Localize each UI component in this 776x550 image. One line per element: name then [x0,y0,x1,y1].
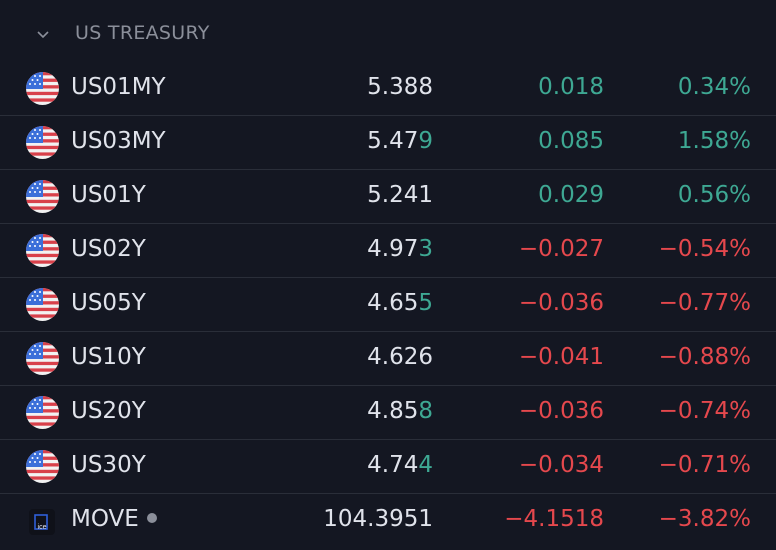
us-flag-icon [26,180,59,213]
us-flag-icon [26,288,59,321]
watchlist-row-us02y[interactable]: US02Y 4.973 −0.027 −0.54% [0,223,776,277]
change-percent: −0.71% [658,452,751,478]
last-price: 4.744 [367,452,433,478]
chevron-down-icon[interactable] [35,26,51,42]
price-tick-digit: 3 [418,236,433,262]
change-value: −0.036 [518,398,604,424]
watchlist-row-us05y[interactable]: US05Y 4.655 −0.036 −0.77% [0,277,776,331]
change-value: −4.1518 [504,506,604,532]
change-percent: 0.34% [677,74,751,100]
last-price: 4.973 [367,236,433,262]
us-flag-icon [26,72,59,105]
change-percent: −0.74% [658,398,751,424]
us-flag-icon [26,450,59,483]
watchlist-row-us03my[interactable]: US03MY 5.479 0.085 1.58% [0,115,776,169]
last-price: 5.388 [367,74,433,100]
watchlist-row-us30y[interactable]: US30Y 4.744 −0.034 −0.71% [0,439,776,493]
us-flag-icon [26,234,59,267]
symbol-label: US20Y [71,398,146,424]
change-value: 0.018 [538,74,604,100]
ice-logo-icon: ice [29,509,55,535]
last-price: 4.655 [367,290,433,316]
us-flag-icon [26,396,59,429]
section-title: US TREASURY [75,22,210,44]
change-value: −0.027 [518,236,604,262]
watchlist-row-us01y[interactable]: US01Y 5.241 0.029 0.56% [0,169,776,223]
change-percent: −0.88% [658,344,751,370]
watchlist-row-move[interactable]: ice MOVE 104.3951 −4.1518 −3.82% [0,493,776,547]
last-price: 5.241 [367,182,433,208]
change-percent: −0.77% [658,290,751,316]
symbol-label: US01MY [71,74,166,100]
last-price: 5.479 [367,128,433,154]
change-value: −0.034 [518,452,604,478]
symbol-label: US10Y [71,344,146,370]
market-status-dot [146,512,157,523]
price-tick-digit: 5 [418,290,433,316]
price-tick-digit: 8 [418,398,433,424]
change-percent: 1.58% [677,128,751,154]
symbol-label: US05Y [71,290,146,316]
us-flag-icon [26,126,59,159]
watchlist-row-us10y[interactable]: US10Y 4.626 −0.041 −0.88% [0,331,776,385]
section-header[interactable]: US TREASURY [0,0,776,62]
change-percent: −0.54% [658,236,751,262]
symbol-label: US30Y [71,452,146,478]
change-value: 0.029 [538,182,604,208]
change-percent: −3.82% [658,506,751,532]
change-value: −0.041 [518,344,604,370]
last-price: 4.626 [367,344,433,370]
last-price: 4.858 [367,398,433,424]
symbol-label: US03MY [71,128,166,154]
symbol-label: US01Y [71,182,146,208]
symbol-label: US02Y [71,236,146,262]
last-price: 104.3951 [323,506,433,532]
us-flag-icon [26,342,59,375]
price-tick-digit: 4 [418,452,433,478]
watchlist-row-us20y[interactable]: US20Y 4.858 −0.036 −0.74% [0,385,776,439]
symbol-label: MOVE [71,506,157,532]
change-percent: 0.56% [677,182,751,208]
change-value: 0.085 [538,128,604,154]
watchlist-row-us01my[interactable]: US01MY 5.388 0.018 0.34% [0,62,776,115]
ice-logo-text: ice [38,524,47,531]
change-value: −0.036 [518,290,604,316]
price-tick-digit: 9 [418,128,433,154]
